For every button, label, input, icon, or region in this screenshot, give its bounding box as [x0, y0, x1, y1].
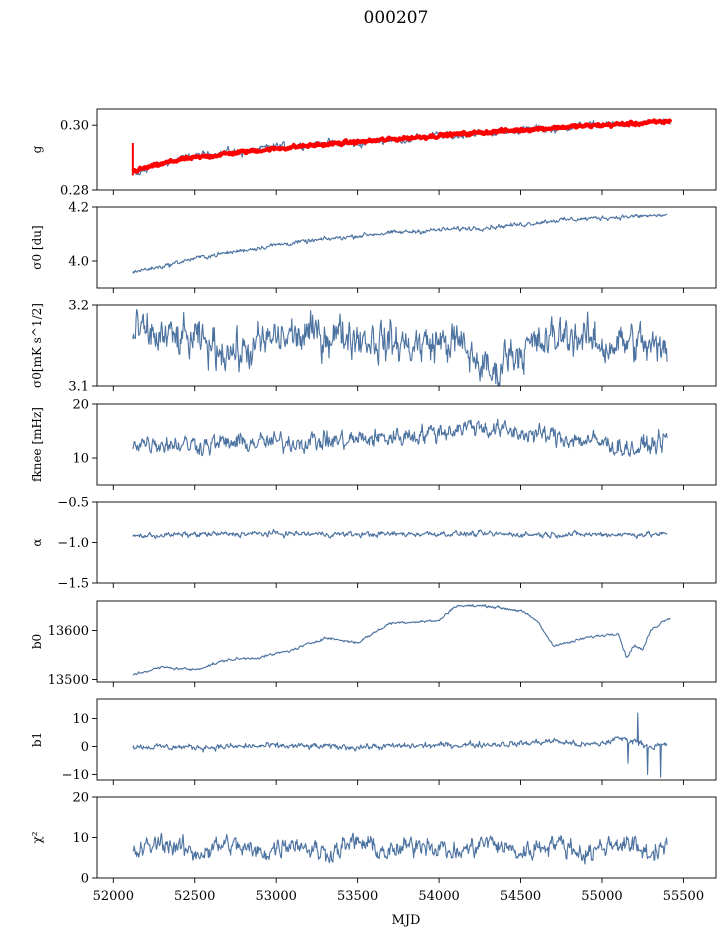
panel-6: 13500 13600 b0: [30, 600, 717, 688]
data-line: [132, 712, 668, 778]
y-tick-label: 20: [72, 398, 89, 413]
y-axis-label: fknee [mHz]: [30, 407, 44, 482]
figure-title: 000207: [364, 8, 429, 28]
panel-8: 0 10 20 χ²: [30, 791, 717, 887]
x-axis-label: MJD: [392, 913, 421, 928]
panel-1: 0.28 0.30 g: [30, 108, 717, 199]
y-tick-label: 0: [81, 872, 89, 887]
data-line: [132, 832, 668, 865]
y-axis-label: b1: [30, 732, 44, 747]
panel-4: 10 20 fknee [mHz]: [30, 398, 717, 490]
axes-frame: [96, 403, 717, 486]
y-axis-label: σ0[mK s^1/2]: [30, 303, 44, 388]
y-tick-label: 10: [72, 712, 89, 727]
y-axis-label: g: [30, 145, 44, 153]
x-tick-label: 53000: [256, 889, 297, 904]
fit-line: [131, 118, 673, 174]
axes-frame: [96, 698, 717, 781]
data-line: [132, 418, 668, 458]
y-tick-label: −10: [62, 768, 89, 783]
axes-frame: [96, 796, 717, 879]
y-tick-label: −1.5: [57, 577, 89, 592]
panel-2: 4.0 4.2 σ0 [du]: [30, 201, 717, 293]
panel-3: 3.1 3.2 σ0[mK s^1/2]: [30, 299, 717, 395]
axes-frame: [96, 206, 717, 289]
y-tick-label: 3.2: [68, 299, 89, 314]
data-line: [132, 604, 671, 676]
y-axis-label: σ0 [du]: [30, 225, 44, 269]
x-tick-label: 54500: [500, 889, 541, 904]
panel-5: −1.5 −1.0 −0.5 α: [30, 496, 717, 592]
x-tick-label: 55000: [581, 889, 622, 904]
y-tick-label: 0.30: [60, 119, 89, 134]
y-tick-label: 4.2: [68, 201, 89, 216]
y-tick-label: 10: [72, 831, 89, 846]
data-line: [132, 528, 668, 540]
x-tick-label: 53500: [337, 889, 378, 904]
axes-frame: [96, 304, 717, 387]
x-tick-label: 54000: [418, 889, 459, 904]
x-tick-label: 52000: [93, 889, 134, 904]
y-tick-label: −0.5: [57, 496, 89, 511]
panel-7: −10 0 10 b1: [30, 698, 717, 785]
y-tick-label: 0.28: [60, 184, 89, 199]
axes-frame: [96, 501, 717, 584]
y-tick-label: −1.0: [57, 536, 89, 551]
x-tick-label: 52500: [174, 889, 215, 904]
data-line: [132, 213, 668, 274]
x-axis: 52000 52500 53000 53500 54000 54500 55000 55500: [93, 889, 704, 904]
y-tick-label: 13500: [48, 673, 89, 688]
panels: 0.28 0.30 g 4.0 4.2 σ0 [du] 3.1 3.2 σ0[mK s^1/2]…: [30, 108, 717, 887]
axes-frame: [96, 108, 717, 191]
y-tick-label: 13600: [48, 624, 89, 639]
y-tick-label: 20: [72, 791, 89, 806]
data-line: [132, 308, 668, 386]
y-axis-label: b0: [30, 634, 44, 649]
y-tick-label: 4.0: [68, 255, 89, 270]
y-axis-label: α: [30, 538, 44, 546]
y-tick-label: 0: [81, 740, 89, 755]
y-tick-label: 3.1: [68, 380, 89, 395]
y-tick-label: 10: [72, 452, 89, 467]
x-tick-label: 55500: [663, 889, 704, 904]
axes-frame: [96, 600, 717, 683]
y-axis-label: χ²: [30, 831, 44, 843]
